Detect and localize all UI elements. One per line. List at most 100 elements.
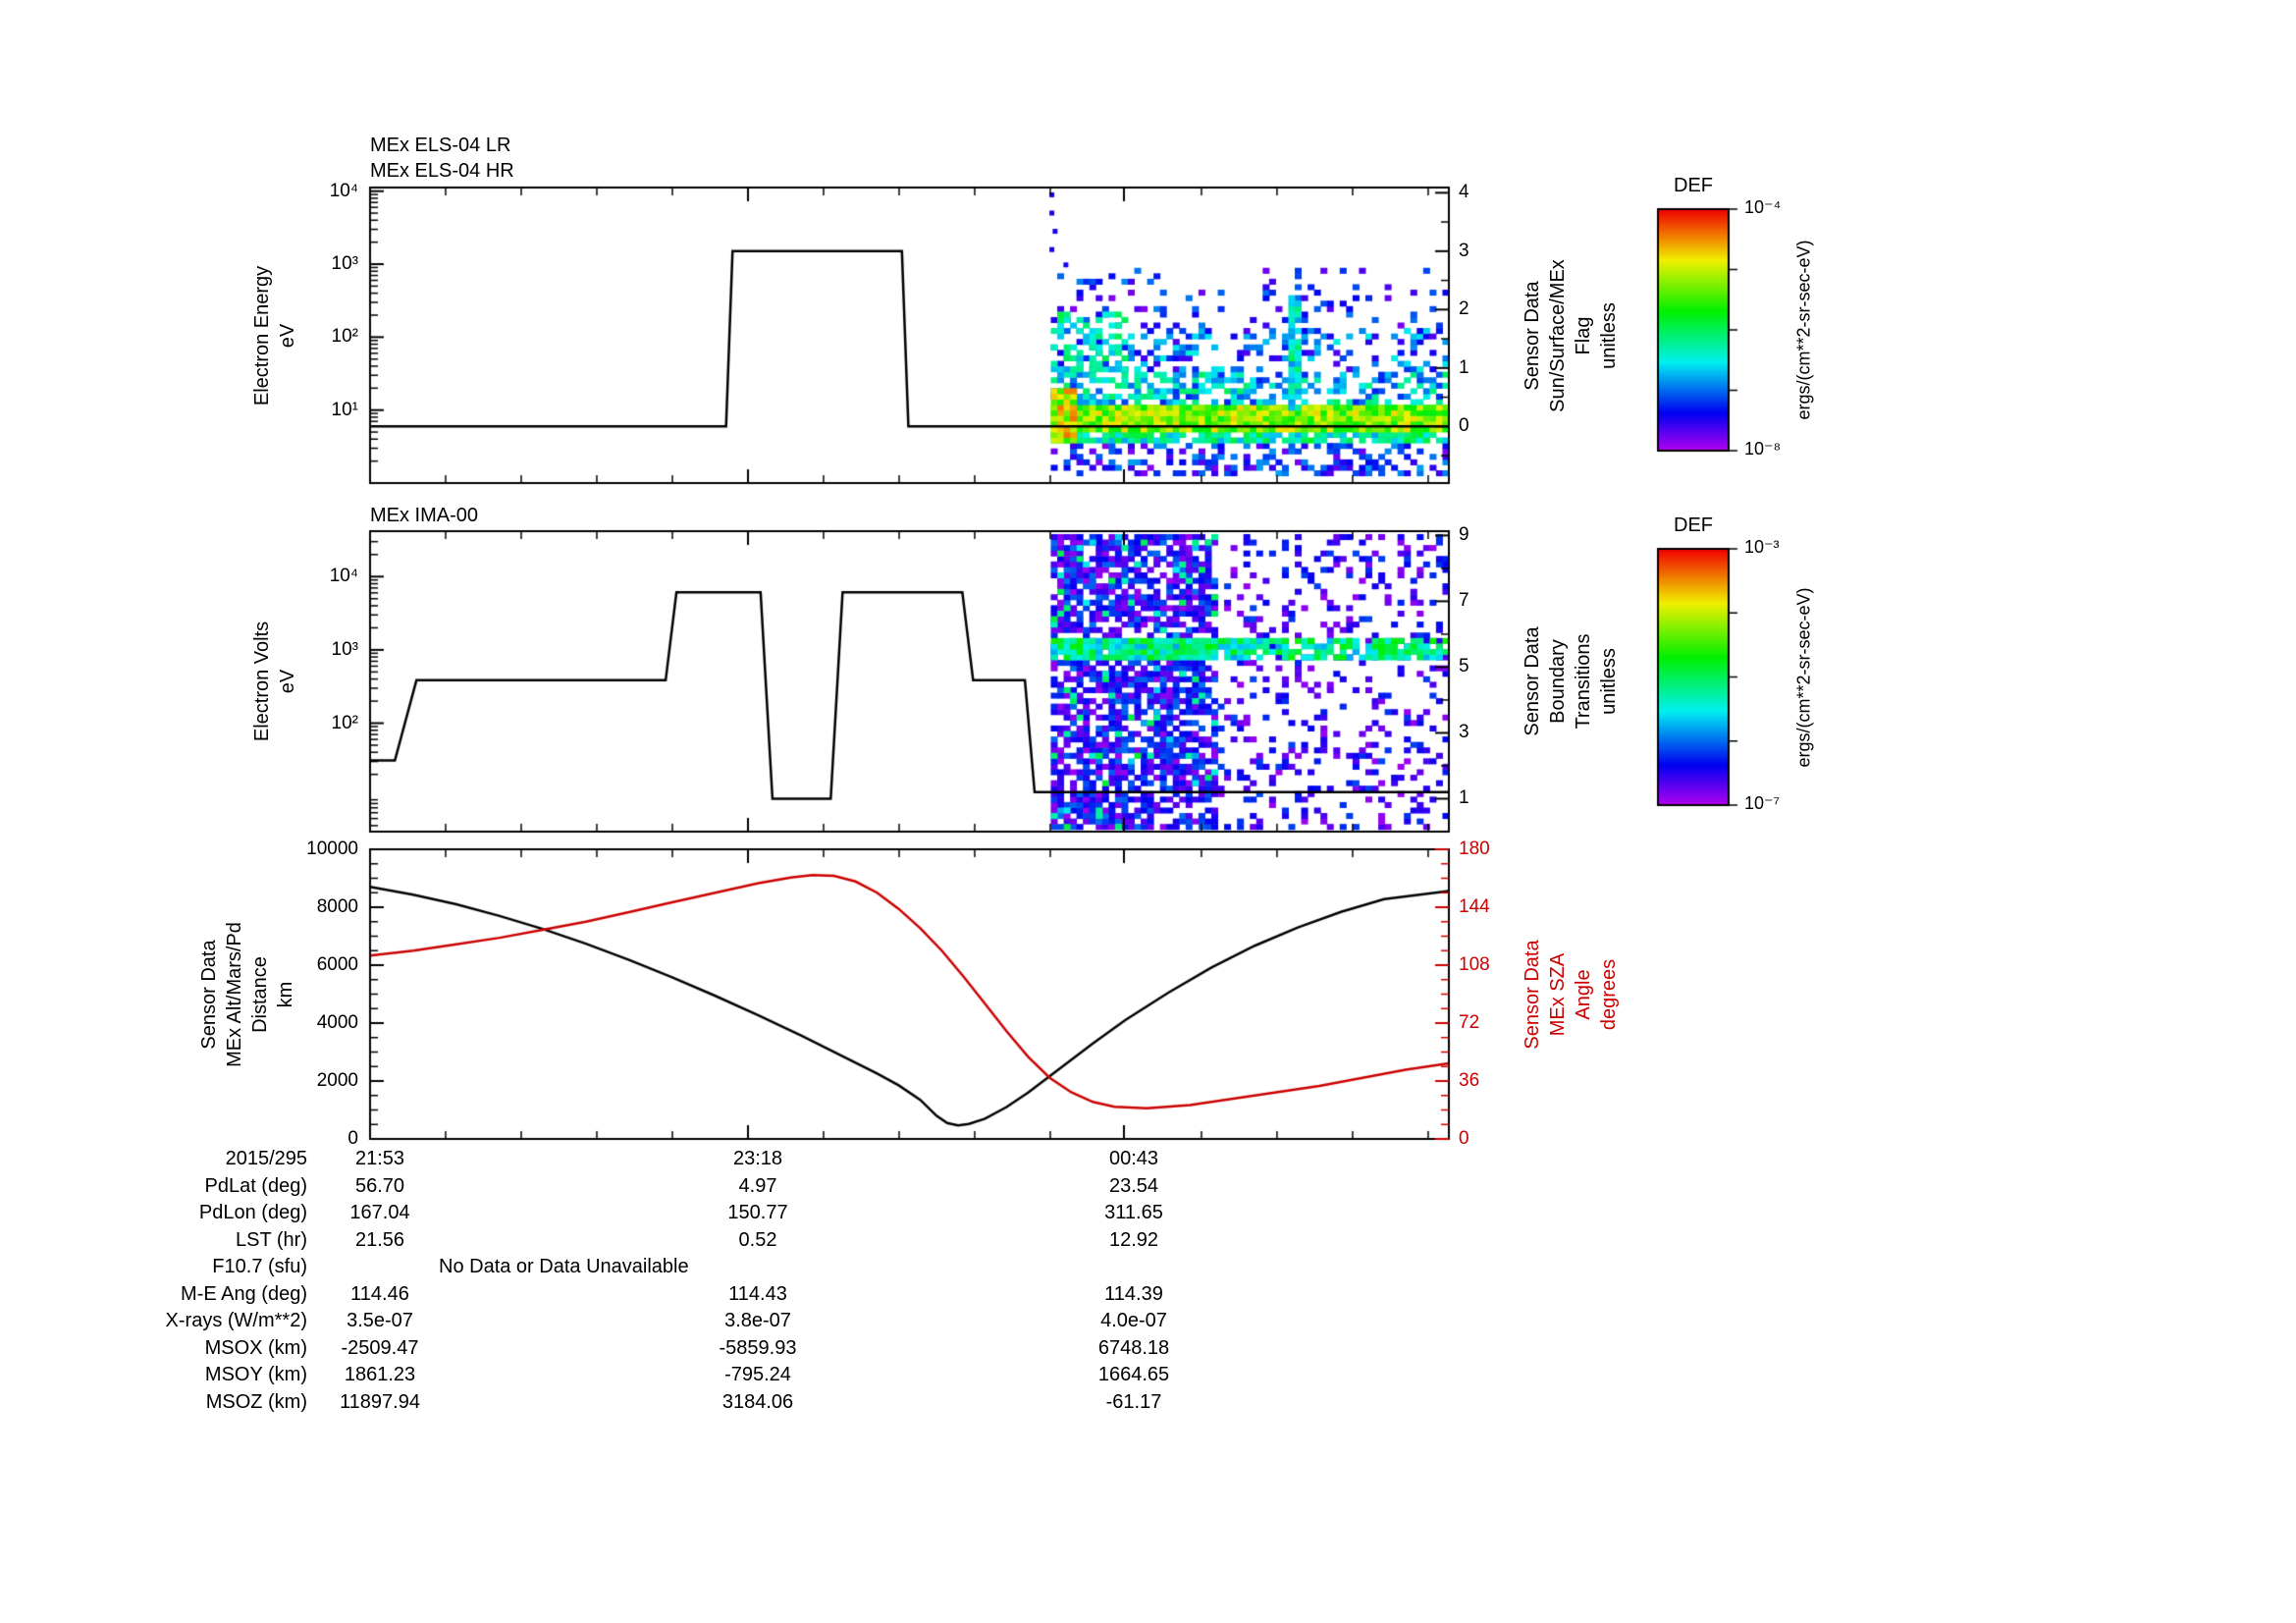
axis-label-line: Sensor Data (1522, 626, 1543, 736)
table-value: 4.0e-07 (1100, 1310, 1167, 1331)
axis-label-line: degrees (1598, 958, 1620, 1031)
colorbar1-min-label: 10⁻⁸ (1744, 439, 1782, 459)
table-value: 114.46 (350, 1282, 409, 1305)
axis-label-line: Distance (249, 956, 271, 1033)
axis-label-line: Transitions (1573, 633, 1594, 730)
panel1-right-axis-label: Sensor Data Sun/Surface/MEx Flag unitles… (1520, 259, 1622, 412)
colorbar2-max-label: 10⁻³ (1744, 537, 1780, 557)
colorbar1-unit-label: ergs/(cm**2-sr-sec-eV) (1792, 240, 1815, 419)
y-axis-tick-label: 10¹ (331, 399, 358, 420)
table-row-label: LST (hr) (236, 1228, 307, 1251)
table-value: 114.39 (1104, 1282, 1163, 1305)
axis-label-line: unitless (1598, 302, 1620, 369)
table-row-label: PdLon (deg) (198, 1202, 307, 1223)
right-axis-tick-label: 108 (1459, 954, 1490, 975)
axis-label-line: Sensor Data (1522, 281, 1543, 391)
right-axis-tick-label: 9 (1459, 524, 1469, 546)
colorbar1-max-label: 10⁻⁴ (1744, 197, 1782, 217)
axis-label-line: km (275, 981, 296, 1008)
panel3-right-axis-label: Sensor Data MEx SZA Angle degrees (1520, 940, 1622, 1049)
table-value: -2509.47 (341, 1336, 419, 1359)
table-row-label: F10.7 (sfu) (212, 1256, 307, 1277)
y-axis-tick-label: 10⁴ (329, 180, 358, 201)
y-axis-tick-label: 2000 (316, 1070, 358, 1091)
axis-label-line: Boundary (1547, 639, 1569, 724)
y-axis-tick-label: 0 (347, 1128, 358, 1149)
colorbar2-title: DEF (1674, 514, 1713, 536)
table-row-label: M-E Ang (deg) (181, 1282, 307, 1305)
right-axis-tick-label: 3 (1459, 240, 1469, 261)
table-value: 21.56 (354, 1228, 405, 1251)
table-value: 21:53 (354, 1148, 405, 1169)
table-value: 4.97 (738, 1174, 777, 1197)
panel2-title: MEx IMA-00 (370, 505, 479, 526)
table-value: 3.8e-07 (724, 1310, 791, 1331)
axis-label-line: Flag (1573, 316, 1594, 355)
table-row-label: 2015/295 (225, 1148, 307, 1169)
table-row-label: MSOX (km) (204, 1336, 307, 1359)
table-value: No Data or Data Unavailable (439, 1256, 689, 1277)
table-value: 114.43 (728, 1282, 787, 1305)
right-axis-tick-label: 144 (1459, 896, 1490, 917)
table-value: 56.70 (354, 1174, 405, 1197)
right-axis-tick-label: 180 (1459, 839, 1490, 859)
colorbar2-unit-label: ergs/(cm**2-sr-sec-eV) (1792, 587, 1815, 767)
y-axis-tick-label: 4000 (316, 1012, 358, 1033)
table-value: 3.5e-07 (347, 1310, 413, 1331)
y-axis-tick-label: 10³ (331, 638, 358, 660)
axis-label-line: Sensor Data (198, 940, 220, 1050)
axis-label-line: Angle (1573, 969, 1594, 1020)
right-axis-tick-label: 7 (1459, 590, 1469, 612)
y-axis-tick-label: 8000 (316, 896, 358, 917)
table-value: 0.52 (738, 1228, 777, 1251)
y-axis-tick-label: 10000 (306, 839, 358, 859)
right-axis-tick-label: 36 (1459, 1070, 1480, 1091)
y-axis-tick-label: 10⁴ (329, 566, 358, 587)
y-axis-tick-label: 10² (331, 326, 358, 348)
y-axis-tick-label: 6000 (316, 954, 358, 975)
table-row-label: MSOZ (km) (205, 1390, 307, 1413)
table-row-label: MSOY (km) (204, 1364, 307, 1385)
table-value: 12.92 (1108, 1228, 1159, 1251)
table-value: 00:43 (1108, 1148, 1159, 1169)
y-axis-tick-label: 10³ (331, 253, 358, 275)
right-axis-tick-label: 5 (1459, 656, 1469, 677)
panel2-right-axis-label: Sensor Data Boundary Transitions unitles… (1520, 626, 1622, 735)
table-value: 23.54 (1108, 1174, 1159, 1197)
right-axis-tick-label: 1 (1459, 356, 1469, 378)
colorbar2-min-label: 10⁻⁷ (1744, 793, 1781, 813)
table-value: -5859.93 (719, 1336, 797, 1359)
axis-label-line: Sensor Data (1522, 940, 1543, 1050)
right-axis-tick-label: 4 (1459, 182, 1469, 203)
right-axis-tick-label: 3 (1459, 722, 1469, 743)
panel1-title-line1: MEx ELS-04 LR (370, 135, 511, 156)
table-value: 1861.23 (344, 1364, 416, 1385)
table-row-label: PdLat (deg) (204, 1174, 307, 1197)
axis-label-line: MEx Alt/Mars/Pd (224, 922, 245, 1067)
table-value: 167.04 (349, 1202, 410, 1223)
y-axis-tick-label: 10² (331, 712, 358, 733)
axis-label-line: Sun/Surface/MEx (1547, 259, 1569, 412)
colorbar1-title: DEF (1674, 175, 1713, 196)
table-value: 6748.18 (1097, 1336, 1170, 1359)
table-value: 23:18 (732, 1148, 783, 1169)
table-value: 11897.94 (340, 1390, 420, 1413)
right-axis-tick-label: 0 (1459, 415, 1469, 437)
table-row-label: X-rays (W/m**2) (165, 1310, 307, 1331)
table-value: -61.17 (1105, 1390, 1162, 1413)
right-axis-tick-label: 0 (1459, 1128, 1469, 1149)
axis-label-line: MEx SZA (1547, 952, 1569, 1037)
table-value: 1664.65 (1097, 1364, 1170, 1385)
right-axis-tick-label: 72 (1459, 1012, 1480, 1033)
right-axis-tick-label: 2 (1459, 298, 1469, 320)
table-value: 3184.06 (721, 1390, 794, 1413)
panel1-title-line2: MEx ELS-04 HR (370, 160, 514, 182)
table-value: 150.77 (727, 1202, 788, 1223)
table-value: 311.65 (1104, 1202, 1163, 1223)
panel3-left-axis-label: Sensor Data MEx Alt/Mars/Pd Distance km (196, 922, 298, 1067)
right-axis-tick-label: 1 (1459, 787, 1469, 809)
unit-label-line: ergs/(cm**2-sr-sec-eV) (1793, 587, 1814, 768)
axis-label-line: unitless (1598, 648, 1620, 715)
